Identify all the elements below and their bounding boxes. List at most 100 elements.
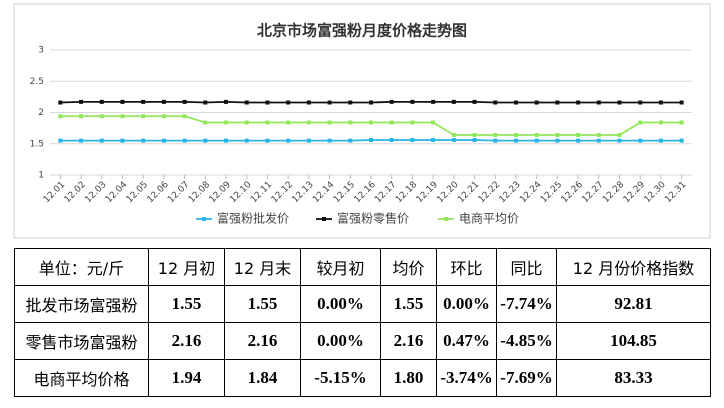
table-cell: 2.16 xyxy=(380,322,437,360)
table-cell: 0.47% xyxy=(436,322,497,360)
legend-marker xyxy=(202,217,206,221)
point xyxy=(182,99,187,104)
point xyxy=(638,138,643,143)
point xyxy=(617,133,622,137)
table-cell: 较月初 xyxy=(300,248,381,286)
point xyxy=(638,100,643,105)
point xyxy=(286,120,291,125)
point xyxy=(493,138,498,143)
point xyxy=(389,138,394,142)
point xyxy=(513,138,518,143)
point xyxy=(99,138,104,143)
point xyxy=(389,99,394,104)
point xyxy=(161,99,166,104)
table-cell: -3.74% xyxy=(436,359,497,397)
point xyxy=(141,99,146,104)
table-cell: 同比 xyxy=(496,248,557,286)
table-cell: 批发市场富强粉 xyxy=(14,285,149,323)
point xyxy=(265,100,270,105)
point xyxy=(679,120,684,125)
point xyxy=(451,99,456,104)
point xyxy=(513,133,518,137)
table-cell: -4.85% xyxy=(496,322,557,360)
point xyxy=(451,138,456,142)
legend-label: 富强粉批发价 xyxy=(217,211,289,226)
table-cell: 环比 xyxy=(436,248,497,286)
table-cell: 12 月末 xyxy=(224,248,301,286)
point xyxy=(58,138,63,143)
point xyxy=(534,138,539,143)
table-cell: 0.00% xyxy=(436,285,497,323)
point xyxy=(265,138,270,143)
point xyxy=(472,99,477,104)
point xyxy=(79,99,84,104)
y-tick-label: 1.5 xyxy=(30,139,44,149)
point xyxy=(79,114,84,119)
point xyxy=(638,120,643,125)
point xyxy=(203,100,208,105)
point xyxy=(141,114,146,119)
legend-label: 富强粉零售价 xyxy=(337,211,409,226)
table-cell: 2.16 xyxy=(224,322,301,360)
legend-label: 电商平均价 xyxy=(459,211,519,226)
point xyxy=(472,133,477,137)
point xyxy=(182,138,187,143)
point xyxy=(534,100,539,105)
point xyxy=(431,99,436,104)
point xyxy=(306,100,311,105)
table-row: 电商平均价格 1.94 1.84 -5.15% 1.80 -3.74% -7.69% 83.3… xyxy=(14,359,711,397)
legend-marker xyxy=(322,217,326,221)
price-table: 单位：元/斤 12 月初 12 月末 较月初 均价 环比 同比 12 月份价格指数 批发市场富强… xyxy=(14,248,711,397)
table-body: 单位：元/斤 12 月初 12 月末 较月初 均价 环比 同比 12 月份价格指数 批发市场富强… xyxy=(14,248,711,397)
point xyxy=(513,100,518,105)
point xyxy=(327,100,332,105)
chart: 北京市场富强粉月度价格走势图 11.522.5312.0112.0212.031… xyxy=(13,3,711,239)
point xyxy=(451,133,456,137)
point xyxy=(576,133,581,137)
point xyxy=(141,138,146,143)
point xyxy=(679,100,684,105)
point xyxy=(576,138,581,143)
y-tick-label: 3 xyxy=(38,46,44,56)
table-cell: 1.55 xyxy=(148,285,225,323)
point xyxy=(120,138,125,143)
point xyxy=(224,120,229,125)
point xyxy=(161,138,166,143)
point xyxy=(472,138,477,142)
table-cell: -7.74% xyxy=(496,285,557,323)
table-row: 批发市场富强粉 1.55 1.55 0.00% 1.55 0.00% -7.74% 92.81 xyxy=(14,285,711,323)
table-cell: 1.55 xyxy=(224,285,301,323)
point xyxy=(203,120,208,125)
table-cell: 92.81 xyxy=(556,285,711,323)
point xyxy=(286,100,291,105)
table-cell: 均价 xyxy=(380,248,437,286)
point xyxy=(306,138,311,143)
point xyxy=(493,100,498,105)
point xyxy=(389,120,394,125)
point xyxy=(120,114,125,119)
point xyxy=(348,100,353,105)
point xyxy=(120,99,125,104)
point xyxy=(410,120,415,125)
point xyxy=(224,138,229,143)
point xyxy=(161,114,166,119)
table-cell: 1.94 xyxy=(148,359,225,397)
point xyxy=(99,99,104,104)
point xyxy=(534,133,539,137)
table-cell: 1.55 xyxy=(380,285,437,323)
point xyxy=(286,138,291,143)
point xyxy=(658,100,663,105)
point xyxy=(555,100,560,105)
y-tick-label: 2.5 xyxy=(30,77,44,87)
table-cell: 83.33 xyxy=(556,359,711,397)
point xyxy=(348,120,353,125)
point xyxy=(369,120,373,125)
table-cell: -7.69% xyxy=(496,359,557,397)
point xyxy=(58,100,63,105)
y-tick-label: 2 xyxy=(38,108,44,118)
table-cell: 2.16 xyxy=(148,322,225,360)
point xyxy=(431,120,436,125)
point xyxy=(182,114,187,119)
point xyxy=(327,120,332,125)
